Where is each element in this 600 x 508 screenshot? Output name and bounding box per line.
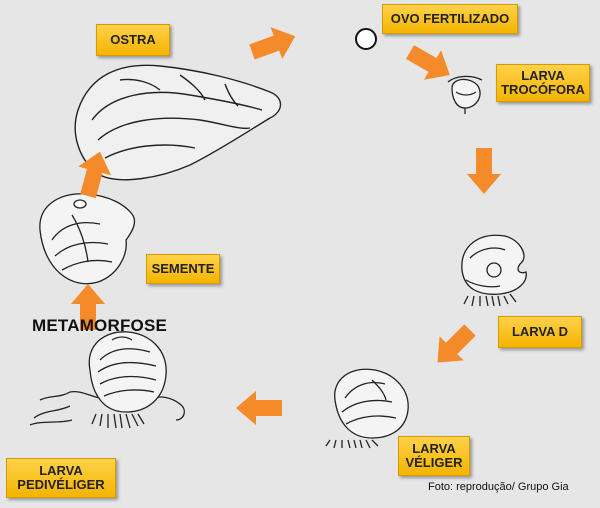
label-semente: SEMENTE — [146, 254, 220, 284]
pediveliger-larva-illustration — [29, 331, 186, 429]
veliger-larva-illustration — [325, 368, 409, 449]
label-ostra-text: OSTRA — [110, 32, 156, 47]
arrow-veliger-to-pediveliger — [236, 391, 282, 425]
label-larva-pediveliger: LARVA PEDIVÉLIGER — [6, 458, 116, 498]
label-larva-veliger-line1: LARVA — [412, 441, 456, 456]
arrow-d-to-veliger — [425, 317, 483, 375]
label-larva-trocofora-line2: TROCÓFORA — [501, 82, 585, 97]
label-larva-d-text: LARVA D — [511, 324, 569, 339]
label-larva-trocofora-line1: LARVA — [521, 68, 565, 83]
label-semente-text: SEMENTE — [151, 261, 215, 276]
label-ostra: OSTRA — [96, 24, 170, 56]
photo-credit: Foto: reprodução/ Grupo Gia — [428, 481, 569, 493]
label-larva-trocofora: LARVA TROCÓFORA — [496, 64, 590, 102]
label-larva-veliger-line2: VÉLIGER — [405, 455, 463, 470]
trochophore-larva-illustration — [447, 75, 483, 114]
label-larva-veliger: LARVA VÉLIGER — [398, 436, 470, 476]
label-larva-pediveliger-line2: PEDIVÉLIGER — [17, 477, 105, 492]
d-larva-illustration — [461, 234, 527, 307]
seed-oyster-illustration — [39, 193, 136, 285]
label-larva-d: LARVA D — [498, 316, 582, 348]
arrow-egg-to-trochophore — [401, 37, 459, 90]
arrow-ostra-to-egg — [246, 20, 302, 68]
label-larva-pediveliger-line1: LARVA — [39, 463, 83, 478]
fertilized-egg-illustration — [355, 28, 377, 50]
arrow-trochophore-to-d — [467, 148, 501, 194]
label-ovo-fertilizado-text: OVO FERTILIZADO — [390, 11, 510, 26]
oyster-illustration — [74, 64, 282, 181]
label-ovo-fertilizado: OVO FERTILIZADO — [382, 4, 518, 34]
label-metamorfose: METAMORFOSE — [32, 316, 168, 335]
